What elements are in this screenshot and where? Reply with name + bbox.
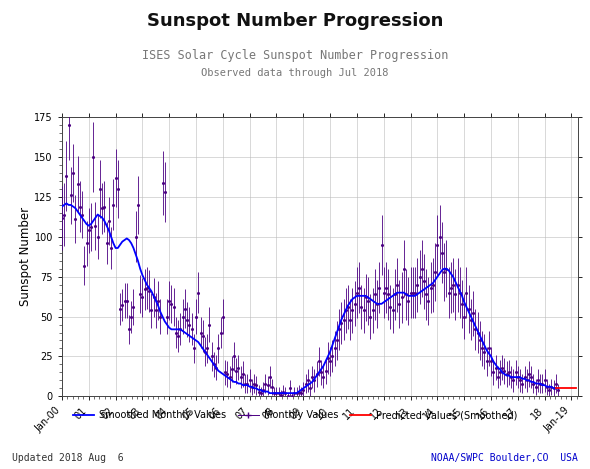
Text: NOAA/SWPC Boulder,CO  USA: NOAA/SWPC Boulder,CO USA [431, 454, 578, 463]
Text: Sunspot Number Progression: Sunspot Number Progression [147, 12, 443, 30]
Text: Observed data through Jul 2018: Observed data through Jul 2018 [201, 68, 389, 78]
Y-axis label: Sunspot Number: Sunspot Number [18, 207, 31, 306]
Text: ISES Solar Cycle Sunspot Number Progression: ISES Solar Cycle Sunspot Number Progress… [142, 49, 448, 62]
Legend: Smoothed Monthly Values, Monthly Values, Predicted Values (Smoothed): Smoothed Monthly Values, Monthly Values,… [68, 407, 522, 424]
Text: Updated 2018 Aug  6: Updated 2018 Aug 6 [12, 454, 123, 463]
